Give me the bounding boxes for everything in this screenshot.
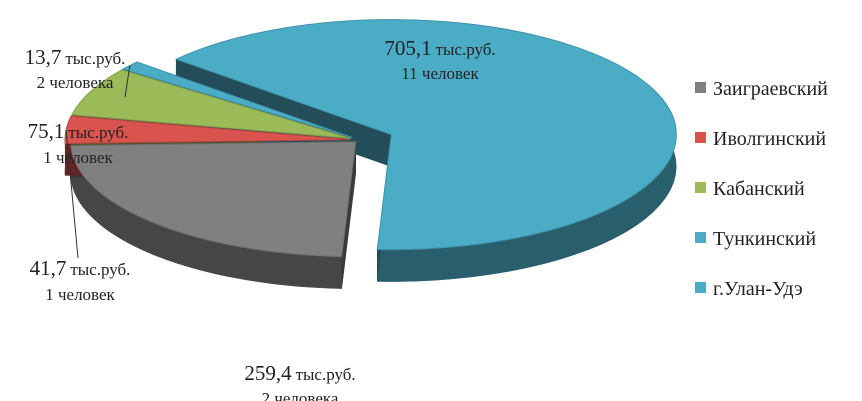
value-label: 13,7 bbox=[25, 45, 62, 69]
data-label-kabansk: 75,1 тыс.руб. 1 человек bbox=[28, 119, 129, 167]
legend-swatch bbox=[695, 182, 706, 193]
legend-swatch bbox=[695, 82, 706, 93]
slice-ulan-ude bbox=[174, 19, 677, 251]
slice-zaigraevo bbox=[70, 141, 357, 258]
legend-label: Заиграевский bbox=[713, 78, 828, 100]
slice-tunka bbox=[121, 61, 353, 138]
unit-label: тыс.руб. bbox=[68, 123, 128, 142]
legend-item-zaigraevo: Заиграевский bbox=[695, 78, 828, 100]
value-label: 41,7 bbox=[30, 256, 67, 280]
slice-kabansk bbox=[71, 69, 352, 139]
value-label: 259,4 bbox=[244, 361, 292, 385]
data-label-zaigraevo: 259,4 тыс.руб. 2 человека bbox=[244, 361, 355, 401]
people-label: 2 человека bbox=[37, 73, 114, 92]
legend: Заиграевский Иволгинский Кабанский Тунки… bbox=[695, 78, 828, 300]
legend-item-kabansk: Кабанский bbox=[695, 178, 805, 200]
people-label: 1 человек bbox=[45, 285, 115, 304]
legend-item-tunka: Тункинский bbox=[695, 228, 816, 250]
legend-swatch bbox=[695, 132, 706, 143]
people-label: 11 человек bbox=[401, 64, 479, 83]
legend-label: г.Улан-Удэ bbox=[713, 278, 803, 300]
leader-line-ivolga bbox=[65, 129, 79, 259]
legend-swatch bbox=[695, 232, 706, 243]
slices-layer bbox=[64, 19, 677, 289]
value-label: 75,1 bbox=[28, 119, 65, 143]
data-label-tunka: 13,7 тыс.руб. 2 человека bbox=[25, 45, 126, 92]
unit-label: тыс.руб. bbox=[65, 49, 125, 68]
data-label-ulan-ude: 705,1 тыс.руб. 11 человек bbox=[384, 36, 495, 83]
legend-label: Кабанский bbox=[713, 178, 805, 200]
legend-swatch bbox=[695, 282, 706, 293]
data-label-ivolga: 41,7 тыс.руб. 1 человек bbox=[30, 256, 131, 304]
legend-item-ivolga: Иволгинский bbox=[695, 128, 826, 150]
unit-label: тыс.руб. bbox=[436, 40, 496, 59]
unit-label: тыс.руб. bbox=[70, 260, 130, 279]
people-label: 2 человека bbox=[262, 389, 339, 401]
unit-label: тыс.руб. bbox=[296, 365, 356, 384]
leader-lines bbox=[65, 65, 131, 259]
leader-line-tunka bbox=[124, 65, 131, 98]
legend-item-ulan-ude: г.Улан-Удэ bbox=[695, 278, 803, 300]
value-label: 705,1 bbox=[384, 36, 431, 60]
people-label: 1 человек bbox=[43, 148, 113, 167]
legend-label: Тункинский bbox=[713, 228, 816, 250]
legend-label: Иволгинский bbox=[713, 128, 826, 150]
